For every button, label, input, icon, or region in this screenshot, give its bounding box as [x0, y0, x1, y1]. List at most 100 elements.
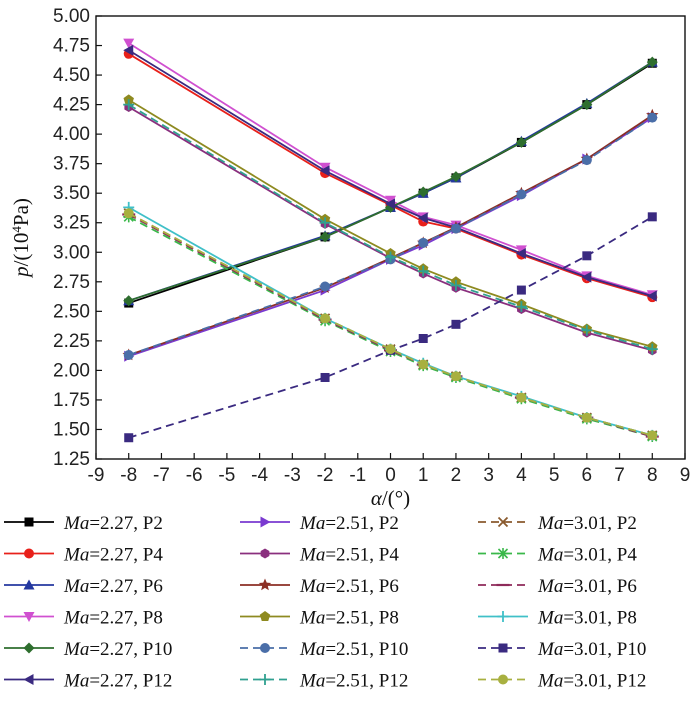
x-tick-label: -1 [349, 465, 366, 486]
data-point [450, 279, 462, 291]
legend-label: Ma=2.27, P12 [63, 671, 172, 692]
legend-label: Ma=3.01, P8 [537, 608, 637, 629]
series-2_51-p4 [124, 101, 657, 356]
series-3_01-p10 [124, 212, 657, 443]
legend-ma-symbol: Ma [63, 545, 89, 566]
legend-entry: Ma=2.51, P10 [240, 639, 408, 660]
series-2_51-p2 [124, 112, 658, 362]
legend-entry: Ma=3.01, P12 [478, 671, 646, 692]
series-line [128, 212, 653, 437]
legend-entry: Ma=3.01, P2 [478, 513, 637, 534]
legend-ma-symbol: Ma [299, 513, 325, 534]
legend-entry: Ma=2.27, P10 [4, 639, 172, 660]
legend-marker [23, 642, 35, 654]
series-2_51-p10 [123, 112, 658, 361]
series-2_51-p6 [122, 108, 659, 361]
legend-marker [497, 516, 509, 528]
series-line [128, 216, 653, 438]
legend-label: Ma=2.27, P10 [63, 639, 172, 660]
y-axis-unit-sup: 4 [9, 226, 24, 233]
legend-entry: Ma=3.01, P4 [478, 545, 637, 566]
data-point [581, 271, 592, 283]
series-line [128, 103, 653, 351]
x-tick-label: 5 [549, 465, 560, 486]
legend-ma-value: =2.51, P2 [325, 513, 399, 534]
x-tick-label: -7 [153, 465, 170, 486]
legend-marker [24, 517, 34, 527]
data-point [418, 237, 429, 248]
legend-label: Ma=2.51, P12 [299, 671, 408, 692]
legend-ma-value: =2.27, P4 [89, 545, 163, 566]
legend-marker [497, 611, 509, 622]
legend-entry: Ma=2.27, P6 [4, 576, 163, 597]
y-axis-unit-pre: /(10 [9, 233, 33, 267]
series-line [128, 61, 653, 302]
data-point [417, 265, 429, 277]
data-point [450, 171, 462, 183]
legend-ma-value: =3.01, P2 [563, 513, 637, 534]
legend-marker [23, 579, 35, 590]
series-2_27-p12 [123, 44, 657, 302]
data-point [418, 359, 429, 370]
y-tick-label: 4.00 [53, 124, 90, 145]
data-point [385, 251, 396, 263]
data-point [451, 319, 461, 329]
data-point [320, 313, 331, 324]
legend-label: Ma=2.27, P8 [63, 608, 163, 629]
data-point [515, 301, 527, 313]
y-tick-label: 1.25 [53, 449, 90, 470]
legend-ma-value: =2.27, P10 [89, 639, 172, 660]
legend-marker [24, 548, 34, 559]
y-tick-label: 3.25 [53, 213, 90, 234]
legend-label: Ma=3.01, P12 [537, 671, 646, 692]
data-point [417, 212, 428, 224]
data-point [450, 223, 461, 234]
y-tick-label: 5.00 [53, 6, 90, 27]
data-point [581, 412, 592, 423]
legend-ma-symbol: Ma [537, 639, 563, 660]
legend-entry: Ma=3.01, P8 [478, 608, 637, 629]
legend-entry: Ma=3.01, P10 [478, 639, 646, 660]
legend-ma-value: =2.27, P12 [89, 671, 172, 692]
legend-label: Ma=2.51, P6 [299, 576, 399, 597]
data-point [647, 112, 658, 123]
plot-frame [95, 15, 686, 460]
legend-ma-value: =2.27, P6 [89, 576, 163, 597]
data-point [582, 251, 592, 261]
data-point [320, 372, 330, 382]
legend-marker [259, 674, 271, 685]
legend-entry: Ma=2.51, P12 [240, 671, 408, 692]
data-point [319, 165, 330, 177]
x-tick-label: 3 [483, 465, 494, 486]
legend-label: Ma=2.27, P2 [63, 513, 163, 534]
legend-ma-symbol: Ma [537, 545, 563, 566]
legend-entry: Ma=2.27, P2 [4, 513, 163, 534]
data-point [646, 343, 658, 355]
legend-entry: Ma=2.51, P4 [240, 545, 399, 566]
data-point [123, 295, 135, 307]
legend-ma-value: =2.27, P2 [89, 513, 163, 534]
x-tick-label: -3 [284, 465, 301, 486]
legend-ma-value: =3.01, P6 [563, 576, 637, 597]
data-point [515, 136, 527, 148]
legend-label: Ma=3.01, P10 [537, 639, 646, 660]
data-point [320, 281, 331, 292]
legend-ma-value: =2.51, P6 [325, 576, 399, 597]
series-line [128, 42, 653, 296]
data-point [581, 155, 592, 166]
data-point [581, 324, 593, 336]
legend-ma-symbol: Ma [537, 608, 563, 629]
series-2_51-p12 [123, 99, 658, 355]
legend-entry: Ma=2.27, P8 [4, 608, 163, 629]
data-point [319, 162, 331, 173]
legend-ma-symbol: Ma [63, 576, 89, 597]
data-point [123, 208, 134, 219]
legend-label: Ma=2.27, P4 [63, 545, 163, 566]
data-point [417, 186, 429, 198]
legend-ma-value: =2.51, P12 [325, 671, 408, 692]
legend-label: Ma=2.51, P4 [299, 545, 399, 566]
legend-entry: Ma=2.51, P2 [240, 513, 399, 534]
series-line [128, 53, 653, 299]
x-tick-label: 4 [516, 465, 527, 486]
